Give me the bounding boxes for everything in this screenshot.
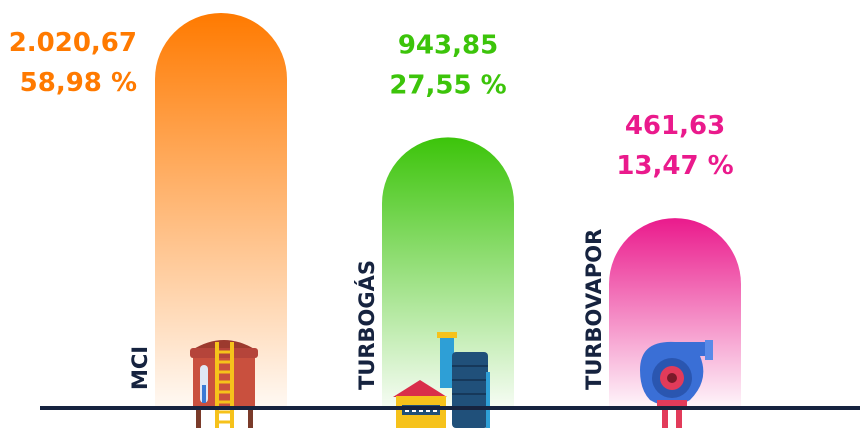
share-label: 27,55 % — [389, 70, 506, 100]
bar — [155, 13, 287, 406]
value-label: 2.020,67 — [9, 28, 137, 58]
share-label: 58,98 % — [20, 68, 137, 98]
value-label: 943,85 — [398, 30, 498, 60]
value-label: 461,63 — [625, 111, 725, 141]
category-label: TURBOVAPOR — [582, 229, 606, 390]
pump-icon — [640, 340, 713, 428]
tank-icon — [190, 340, 258, 428]
category-label: TURBOGÁS — [354, 260, 379, 390]
bar — [382, 137, 514, 406]
category-label: MCI — [128, 346, 152, 390]
share-label: 13,47 % — [616, 151, 733, 181]
baseline — [40, 406, 860, 410]
